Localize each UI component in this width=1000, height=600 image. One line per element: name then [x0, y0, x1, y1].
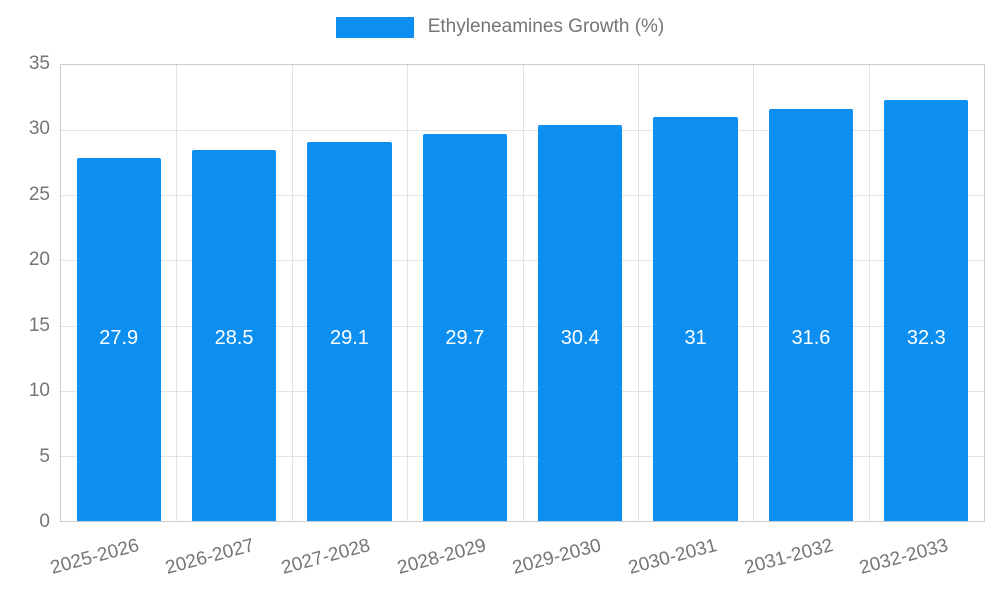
bar-slot: 31.6 — [753, 65, 868, 521]
y-axis: 0 5 10 15 20 25 30 35 — [0, 53, 50, 532]
x-tick-label: 2029-2030 — [510, 535, 604, 579]
bar: 29.1 — [307, 141, 392, 521]
gridline-vertical — [291, 65, 293, 521]
bar-slot: 32.3 — [869, 65, 984, 521]
y-tick-label: 25 — [28, 183, 50, 205]
bar-slot: 28.5 — [176, 65, 291, 521]
bar-value-label: 29.7 — [445, 327, 485, 349]
x-tick-label: 2032-2033 — [857, 535, 951, 579]
bar-value-label: 27.9 — [99, 327, 139, 349]
y-tick-label: 35 — [28, 53, 50, 74]
bar: 30.4 — [538, 124, 623, 521]
y-tick-label: 15 — [28, 314, 50, 336]
y-tick-label: 0 — [39, 511, 50, 532]
bar-value-label: 30.4 — [560, 327, 600, 349]
x-tick-label: 2026-2027 — [163, 535, 257, 579]
bar-slot: 29.1 — [292, 65, 407, 521]
x-tick-label: 2027-2028 — [279, 535, 373, 579]
bar-slot: 30.4 — [523, 65, 638, 521]
bar-value-label: 32.3 — [906, 327, 946, 349]
bar: 32.3 — [884, 100, 969, 521]
gridline-vertical — [753, 65, 755, 521]
gridline-vertical — [176, 65, 178, 521]
legend-label: Ethyleneamines Growth (%) — [427, 16, 665, 37]
bar-value-label: 29.1 — [329, 327, 369, 349]
gridline-vertical — [637, 65, 639, 521]
bar-value-label: 28.5 — [214, 327, 254, 349]
bar: 31.6 — [768, 109, 854, 521]
gridline-vertical — [522, 65, 524, 521]
y-tick-label: 5 — [39, 445, 50, 467]
x-tick-label: 2025-2026 — [48, 535, 142, 579]
gridline-vertical — [407, 65, 409, 521]
x-tick-label: 2028-2029 — [394, 535, 489, 579]
bar-value-label: 31.6 — [791, 327, 831, 349]
y-tick-label: 10 — [28, 380, 50, 402]
y-tick-label: 20 — [28, 249, 50, 271]
bar-slot: 31 — [638, 65, 753, 521]
x-tick-label: 2030-2031 — [626, 535, 720, 579]
y-tick-label: 30 — [28, 118, 50, 140]
bar-value-label: 31 — [684, 327, 707, 349]
bar-slot: 27.9 — [61, 65, 176, 521]
chart-legend[interactable]: Ethyleneamines Growth (%) — [0, 16, 1000, 38]
plot-area: 27.9 28.5 29.1 29.7 30.4 31 31.6 32.3 — [60, 64, 985, 522]
bar: 31 — [653, 117, 738, 521]
bar: 27.9 — [76, 157, 161, 521]
bar-series: 27.9 28.5 29.1 29.7 30.4 31 31.6 32.3 — [61, 65, 984, 521]
x-axis: 2025-2026 2026-2027 2027-2028 2028-2029 2029… — [48, 527, 985, 597]
legend-swatch — [335, 16, 414, 38]
x-tick-label: 2031-2032 — [741, 535, 835, 579]
bar-slot: 29.7 — [407, 65, 522, 521]
bar: 28.5 — [191, 149, 277, 521]
bar: 29.7 — [422, 134, 507, 521]
gridline-vertical — [868, 65, 870, 521]
